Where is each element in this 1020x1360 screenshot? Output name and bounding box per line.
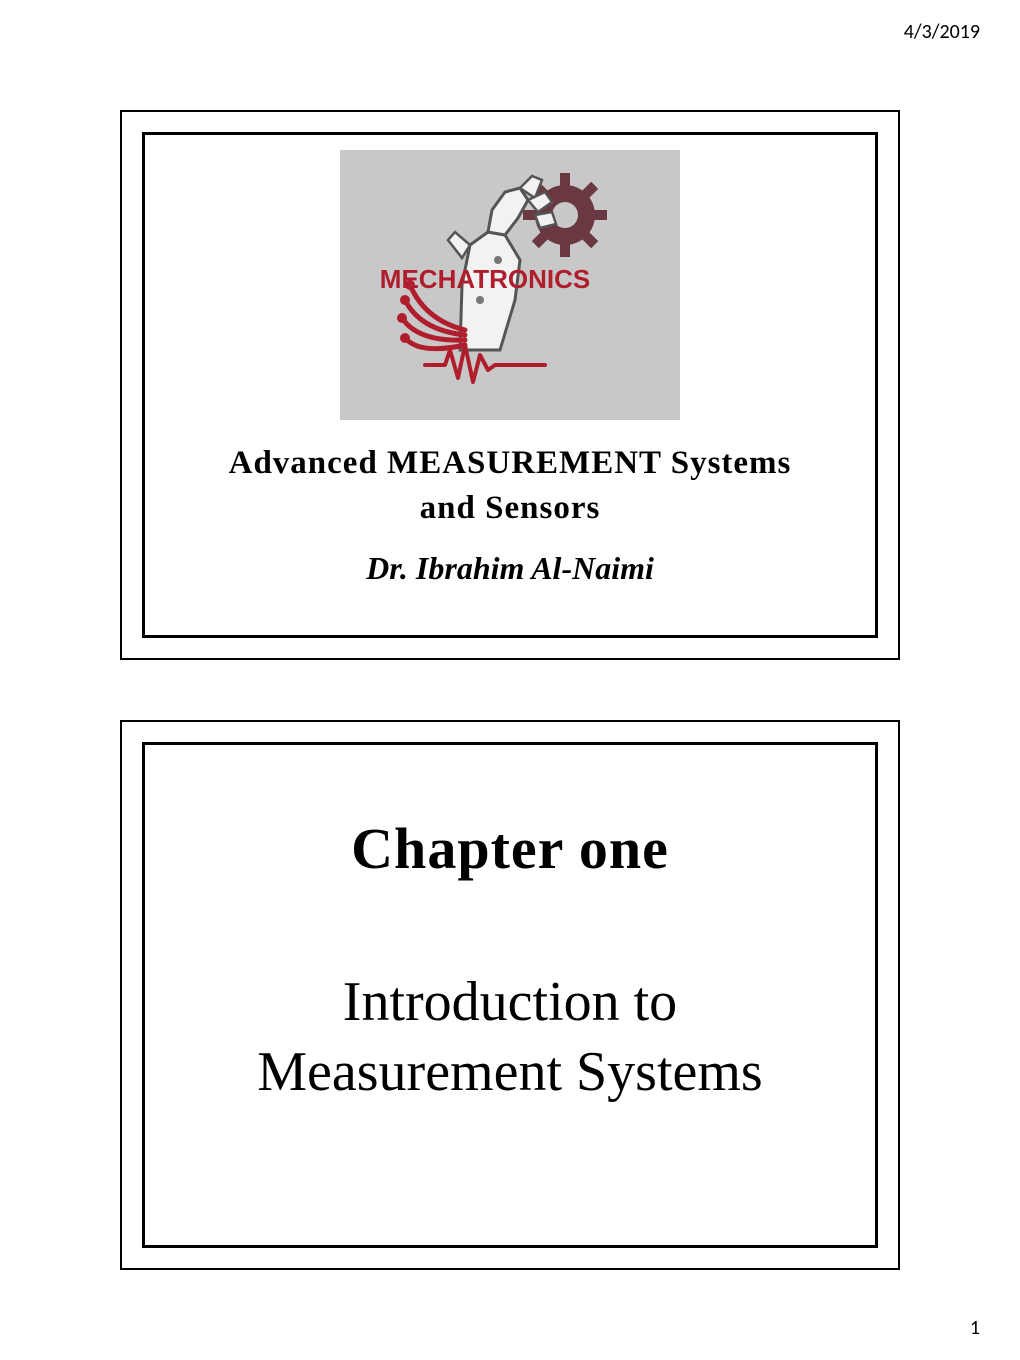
slide-2-inner: Chapter one Introduction to Measurement … bbox=[142, 742, 878, 1248]
slide-1-inner: MECHATRONICS Advanced MEASUREMENT System… bbox=[142, 132, 878, 638]
header-date: 4/3/2019 bbox=[904, 20, 980, 44]
chapter-subtitle-line2: Measurement Systems bbox=[145, 1040, 875, 1104]
slide-1: MECHATRONICS Advanced MEASUREMENT System… bbox=[120, 110, 900, 660]
logo-text: MECHATRONICS bbox=[380, 264, 590, 294]
slide-2: Chapter one Introduction to Measurement … bbox=[120, 720, 900, 1270]
chapter-title: Chapter one bbox=[145, 815, 875, 882]
mechatronics-logo-svg: MECHATRONICS bbox=[370, 170, 650, 400]
mechatronics-logo: MECHATRONICS bbox=[340, 150, 680, 420]
chapter-subtitle-line1: Introduction to bbox=[145, 970, 875, 1034]
author-name: Dr. Ibrahim Al-Naimi bbox=[145, 550, 875, 587]
page-number: 1 bbox=[970, 1316, 980, 1340]
course-title-line1: Advanced MEASUREMENT Systems bbox=[145, 445, 875, 482]
course-title-line2: and Sensors bbox=[145, 490, 875, 527]
